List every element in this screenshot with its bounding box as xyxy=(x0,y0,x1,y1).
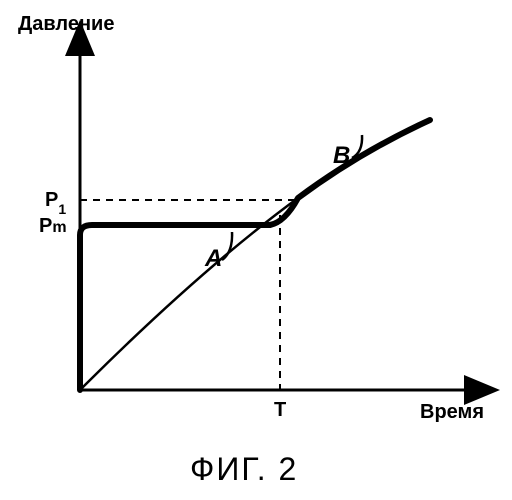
x-tick-t: T xyxy=(274,399,286,421)
thick-curve xyxy=(80,120,430,390)
y-axis-label: Давление xyxy=(18,13,114,35)
thin-curve xyxy=(80,120,430,390)
y-tick-p1: P1 xyxy=(45,189,66,217)
x-axis-label: Время xyxy=(420,401,484,423)
y-tick-pm: Pm xyxy=(39,215,67,237)
pressure-time-chart: Давление Время P1 Pm T A B ФИГ. 2 xyxy=(0,0,512,500)
label-a: A xyxy=(204,245,222,272)
label-b: B xyxy=(333,142,350,169)
figure-caption: ФИГ. 2 xyxy=(190,451,298,487)
